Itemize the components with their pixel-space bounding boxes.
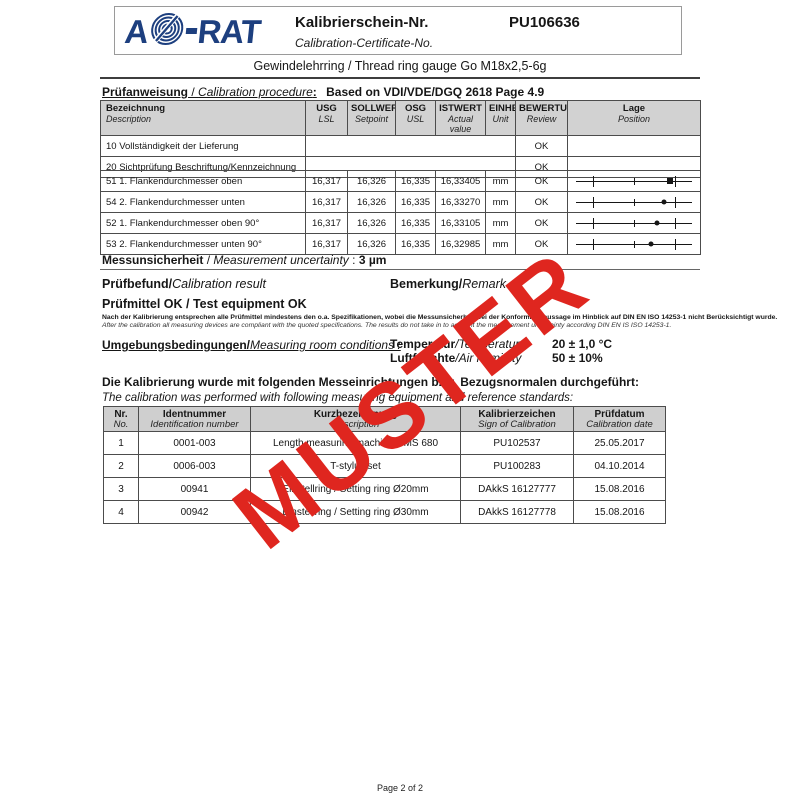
page-footer: Page 2 of 2 bbox=[376, 783, 424, 793]
position-marker bbox=[648, 241, 654, 247]
table-row: 10 Vollständigkeit der Lieferung OK bbox=[100, 135, 701, 157]
equipment-intro-en: The calibration was performed with follo… bbox=[102, 392, 574, 404]
lage-diagram bbox=[576, 238, 692, 251]
table-row: 53 2. Flankendurchmesser unten 90° 16,31… bbox=[100, 233, 701, 255]
procedure-label-de: Prüfanweisung bbox=[102, 85, 189, 99]
certificate-number-value: PU106636 bbox=[509, 14, 580, 31]
lage-diagram bbox=[576, 196, 692, 209]
conditions-label: Umgebungsbedingungen/Measuring room cond… bbox=[102, 338, 401, 352]
equipment-table: Nr. No. Identnummer Identification number … bbox=[103, 406, 666, 524]
uncertainty-line: Messunsicherheit / Measurement uncertain… bbox=[102, 253, 387, 267]
remark-label: Bemerkung/Remark bbox=[390, 277, 507, 291]
position-marker bbox=[661, 199, 667, 205]
fine-print-en: After the calibration all measuring devi… bbox=[102, 322, 672, 329]
logo-dash bbox=[185, 28, 198, 34]
temperature-label: Temperatur/Temperature: bbox=[390, 337, 530, 351]
measurement-table: 51 1. Flankendurchmesser oben 16,317 16,… bbox=[100, 170, 701, 255]
humidity-value: 50 ± 10% bbox=[552, 351, 603, 365]
table-row: 1 0001-003 Length measuring machine DMS … bbox=[103, 431, 666, 455]
uncertainty-value: 3 µm bbox=[358, 253, 387, 267]
table-row: 54 2. Flankendurchmesser unten 16,317 16… bbox=[100, 191, 701, 213]
position-marker bbox=[654, 220, 660, 226]
gauge-title: Gewindelehrring / Thread ring gauge Go M… bbox=[253, 59, 547, 73]
certificate-number-label-en: Calibration-Certificate-No. bbox=[295, 36, 434, 50]
table-row: 2 0006-003 T-stylus set PU100283 04.10.2… bbox=[103, 454, 666, 478]
result-label: Prüfbefund/Calibration result bbox=[102, 277, 266, 291]
fingerprint-q-icon bbox=[147, 11, 187, 52]
table-row: 51 1. Flankendurchmesser oben 16,317 16,… bbox=[100, 170, 701, 192]
lage-diagram bbox=[576, 175, 692, 188]
review-value: OK bbox=[515, 135, 568, 157]
logo-letters-rat: RAT bbox=[195, 12, 263, 50]
divider-top bbox=[100, 77, 700, 79]
procedure-value: Based on VDI/VDE/DGQ 2618 Page 4.9 bbox=[326, 85, 545, 99]
position-marker bbox=[666, 178, 673, 184]
table-row: 3 00941 Einstellring / Setting ring Ø20m… bbox=[103, 477, 666, 501]
table-row: 52 1. Flankendurchmesser oben 90° 16,317… bbox=[100, 212, 701, 234]
company-logo: A RAT bbox=[123, 11, 263, 52]
certificate-number-label-de: Kalibrierschein-Nr. bbox=[295, 14, 429, 31]
result-value: Prüfmittel OK / Test equipment OK bbox=[102, 297, 307, 311]
procedure-label-en: Calibration procedure bbox=[198, 85, 313, 99]
equipment-intro-de: Die Kalibrierung wurde mit folgenden Mes… bbox=[102, 375, 639, 389]
logo-letter-a: A bbox=[123, 12, 150, 50]
temperature-value: 20 ± 1,0 °C bbox=[552, 337, 613, 351]
table-row: 4 00942 Einstellring / Setting ring Ø30m… bbox=[103, 500, 666, 524]
fine-print-de: Nach der Kalibrierung entsprechen alle P… bbox=[102, 314, 778, 321]
divider-middle bbox=[100, 269, 700, 270]
procedure-line: Prüfanweisung / Calibration procedure: B… bbox=[102, 85, 545, 99]
humidity-label: Luftfeuchte/Air humidity bbox=[390, 351, 522, 365]
lage-diagram bbox=[576, 217, 692, 230]
header-box: A RAT Kalibrierschein-Nr. Calibration-Ce… bbox=[114, 6, 682, 55]
